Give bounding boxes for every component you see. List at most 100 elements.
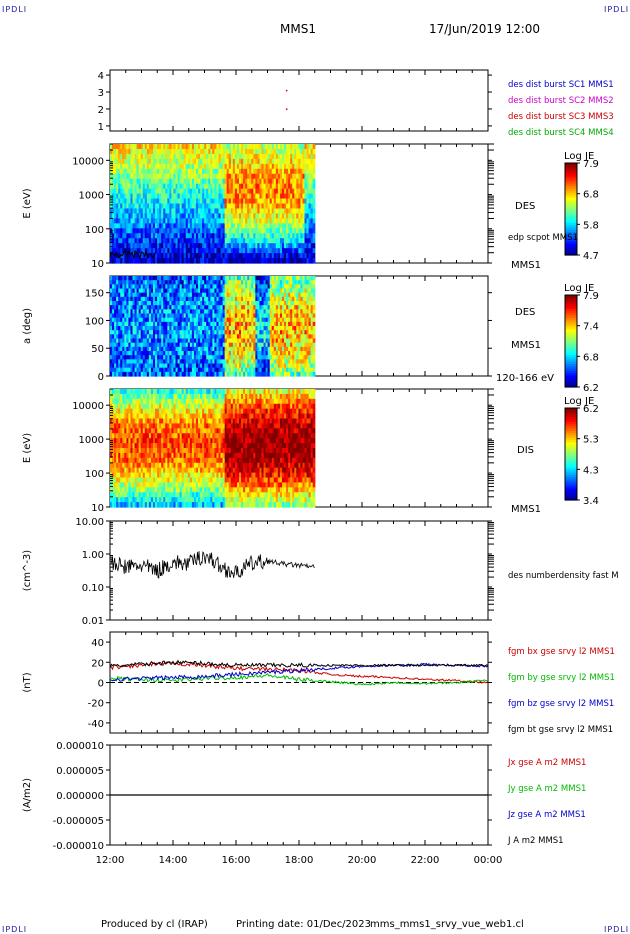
heatmap-cell [204,193,207,200]
heatmap-cell [116,321,119,327]
heatmap-cell [271,178,275,185]
heatmap-cell [110,188,113,195]
heatmap-cell [308,188,312,195]
heatmap-cell [241,342,244,348]
heatmap-cell [140,218,144,224]
heatmap-cell [128,173,132,180]
heatmap-cell [118,183,121,190]
heatmap-cell [138,321,142,327]
heatmap-cell [288,218,291,224]
heatmap-cell [249,338,252,344]
heatmap-cell [179,144,183,150]
heatmap-cell [308,163,312,170]
heatmap-cell [281,203,285,210]
heatmap-cell [288,296,291,302]
heatmap-cell [148,284,152,290]
heatmap-cell [263,208,267,215]
heatmap-cell [210,330,213,335]
heatmap-cell [308,208,312,215]
heatmap-cell [163,183,166,190]
heatmap-cell [200,296,203,302]
heatmap-cell [116,228,119,234]
heatmap-cell [114,292,117,298]
heatmap-cell [218,158,222,165]
heatmap-cell [290,203,293,210]
heatmap-cell [234,198,238,205]
heatmap-cell [171,243,175,249]
heatmap-cell [286,158,289,165]
heatmap-cell [304,183,308,190]
heatmap-cell [196,309,199,315]
heatmap-cell [286,334,289,340]
heatmap-cell [202,163,205,170]
heatmap-cell [136,208,140,215]
heatmap-cell [265,317,269,323]
heatmap-cell [179,280,183,285]
heatmap-cell [122,148,125,155]
heatmap-cell [167,301,170,306]
heatmap-cell [220,213,224,219]
heatmap-cell [290,280,293,285]
heatmap-cell [132,359,136,365]
heatmap-cell [263,158,267,165]
heatmap-cell [138,173,142,180]
heatmap-cell [132,188,136,195]
heatmap-cell [300,153,304,160]
heatmap-cell [155,305,158,310]
heatmap-cell [312,178,316,185]
heatmap-cell [130,288,134,294]
heatmap-cell [214,173,218,180]
heatmap-cell [193,253,197,259]
heatmap-cell [255,309,259,315]
heatmap-cell [275,193,279,200]
heatmap-cell [128,292,132,298]
heatmap-cell [214,296,218,302]
heatmap-cell [267,253,271,259]
heatmap-cell [255,183,259,190]
heatmap-cell [116,183,119,190]
heatmap-cell [136,301,140,306]
heatmap-cell [187,309,191,315]
heatmap-cell [230,178,234,185]
heatmap-cell [243,228,246,234]
heatmap-cell [153,218,156,224]
heatmap-cell [230,342,234,348]
heatmap-cell [263,253,267,259]
heatmap-cell [238,218,242,224]
heatmap-cell [206,288,209,294]
heatmap-cell [140,367,144,373]
heatmap-cell [271,188,275,195]
heatmap-cell [114,276,117,281]
heatmap-cell [196,218,199,224]
heatmap-cell [286,346,289,352]
heatmap-cell [167,296,170,302]
heatmap-cell [300,309,304,315]
heatmap-cell [210,334,213,340]
heatmap-cell [112,248,115,254]
heatmap-cell [304,163,308,170]
heatmap-cell [208,367,211,373]
heatmap-cell [257,346,261,352]
heatmap-cell [271,163,275,170]
heatmap-cell [306,253,310,259]
heatmap-cell [267,284,271,290]
heatmap-cell [163,330,166,335]
heatmap-cell [212,248,216,254]
heatmap-cell [146,355,150,360]
heatmap-cell [185,317,189,323]
heatmap-cell [157,163,160,170]
heatmap-cell [114,198,117,205]
y-tick-label: 10 [91,259,104,270]
heatmap-cell [300,371,304,377]
heatmap-cell [191,203,195,210]
heatmap-cell [116,148,119,155]
heatmap-cell [134,243,138,249]
heatmap-cell [187,321,191,327]
heatmap-cell [175,351,179,356]
heatmap-cell [232,326,236,331]
heatmap-cell [159,363,162,369]
heatmap-cell [187,305,191,310]
heatmap-cell [183,346,187,352]
y-axis-label: E (eV) [22,188,33,218]
heatmap-cell [116,359,119,365]
